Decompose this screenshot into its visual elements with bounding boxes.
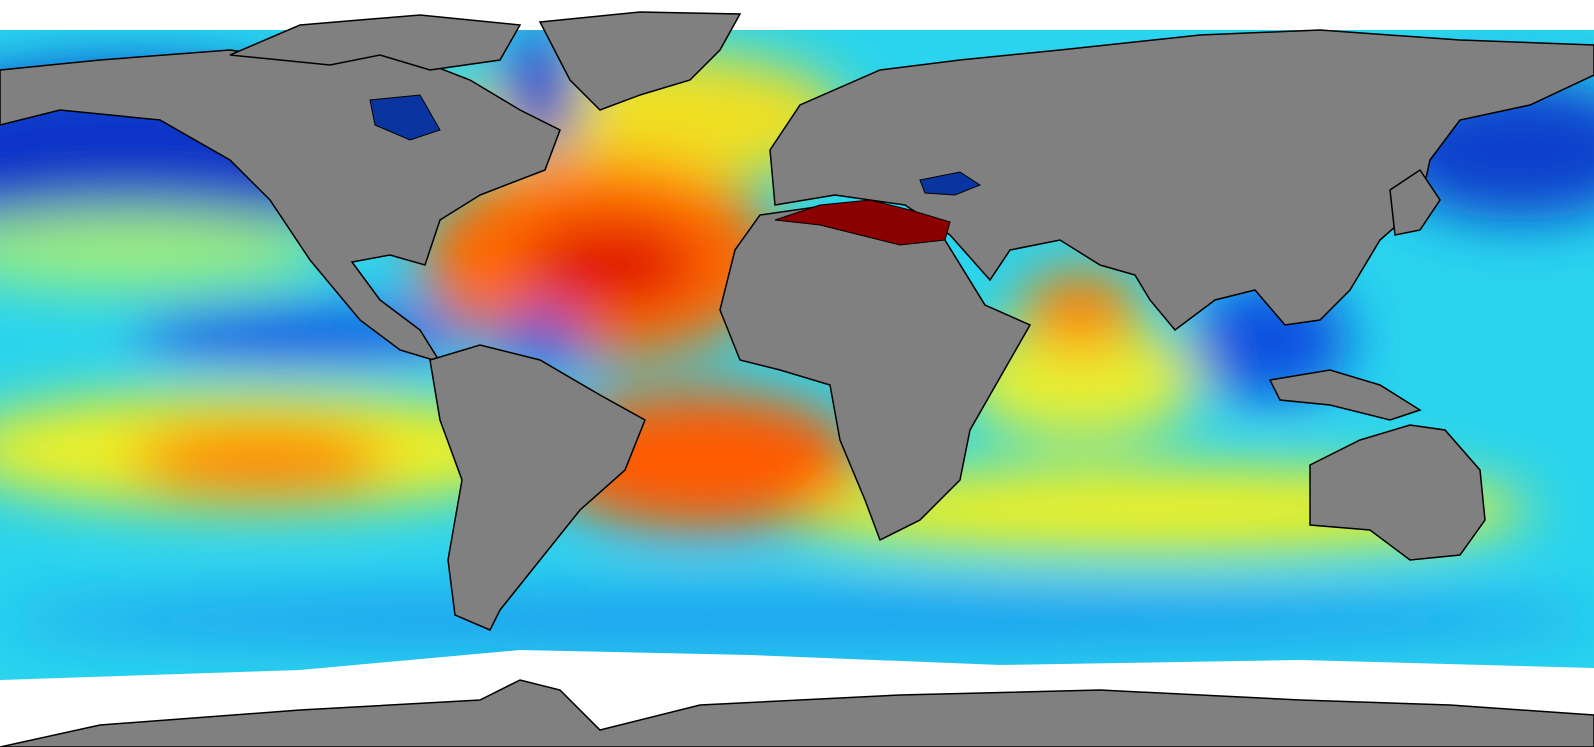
south-pacific-max	[130, 425, 390, 495]
arabian-sea-high	[1020, 270, 1140, 350]
mediterranean-sea	[774, 199, 951, 246]
eurasia	[769, 29, 1594, 332]
southern-ocean-low	[0, 590, 1594, 650]
south-america	[429, 344, 646, 631]
indian-mid	[960, 320, 1200, 440]
north-atlantic-max	[520, 220, 700, 310]
antarctica	[0, 679, 1594, 747]
japan	[1389, 168, 1441, 236]
arctic-islands	[229, 14, 522, 71]
greenland	[538, 11, 742, 111]
black-sea	[919, 171, 982, 196]
land	[0, 11, 1594, 631]
australia	[1309, 424, 1486, 561]
salinity-blobs	[0, 30, 1594, 650]
hudson-bay	[369, 94, 441, 141]
north-pacific-mid	[0, 210, 330, 290]
southeast-asia-islands	[1268, 369, 1422, 421]
